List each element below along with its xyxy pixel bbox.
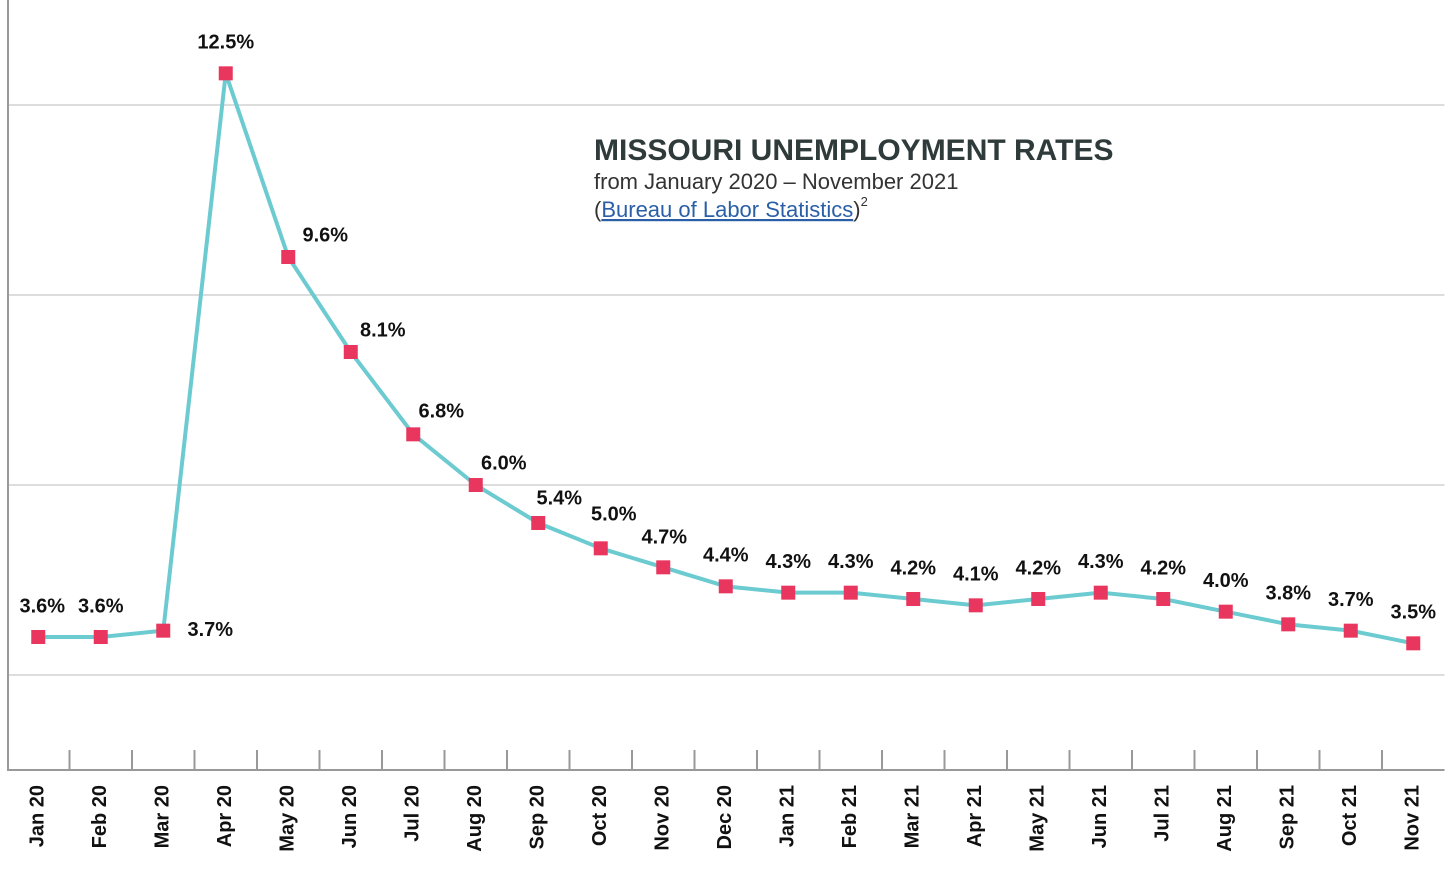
marker	[281, 250, 296, 264]
data-label: 12.5%	[197, 32, 254, 54]
data-label: 4.7%	[641, 527, 687, 549]
marker	[156, 623, 171, 638]
marker	[93, 630, 108, 644]
data-label: 4.2%	[1140, 557, 1186, 579]
x-tick-label: May 21	[1027, 785, 1049, 852]
marker	[343, 345, 358, 359]
data-label: 6.8%	[418, 401, 464, 423]
x-tick-label: Jul 20	[402, 785, 424, 842]
x-tick-label: Apr 20	[214, 785, 236, 847]
x-tick-label: Jan 20	[27, 785, 49, 847]
marker	[1281, 617, 1296, 632]
x-tick-label: Mar 20	[152, 785, 174, 848]
marker	[531, 516, 546, 530]
data-label: 9.6%	[302, 224, 348, 246]
data-label: 5.4%	[536, 487, 582, 509]
source-link[interactable]: Bureau of Labor Statistics	[601, 197, 853, 222]
data-label: 4.3%	[828, 551, 874, 573]
data-label: 4.1%	[953, 564, 999, 586]
data-label: 5.0%	[591, 504, 637, 526]
marker	[406, 427, 421, 442]
chart-subtitle: from January 2020 – November 2021	[594, 169, 958, 194]
source: (Bureau of Labor Statistics)2	[594, 194, 868, 221]
marker	[781, 585, 796, 600]
x-tick-label: Nov 21	[1402, 785, 1424, 851]
x-tick-label: Feb 21	[839, 785, 861, 848]
x-tick-label: Aug 21	[1214, 785, 1236, 852]
marker	[31, 630, 46, 644]
data-label: 6.0%	[481, 452, 527, 474]
source-open: (	[594, 197, 602, 222]
data-label: 8.1%	[360, 319, 406, 341]
source-close: )	[853, 197, 860, 222]
x-tick-label: Dec 20	[714, 785, 736, 850]
marker	[1093, 585, 1108, 600]
marker	[1156, 592, 1171, 606]
x-tick-label: May 20	[277, 785, 299, 852]
marker	[1031, 592, 1046, 606]
x-tick-label: Mar 21	[902, 785, 924, 848]
x-tick-label: Jun 20	[339, 785, 361, 848]
marker	[906, 592, 921, 606]
marker	[593, 541, 608, 556]
data-label: 4.0%	[1203, 570, 1249, 592]
x-tick-label: Jul 21	[1152, 785, 1174, 842]
data-label: 3.5%	[1390, 602, 1436, 624]
data-label: 4.2%	[890, 557, 936, 579]
marker	[1343, 623, 1358, 638]
x-tick-label: Nov 20	[652, 785, 674, 851]
marker	[718, 579, 733, 594]
x-tick-label: Jun 21	[1089, 785, 1111, 848]
data-label: 4.4%	[703, 545, 749, 567]
marker	[843, 585, 858, 600]
data-label: 4.2%	[1015, 557, 1061, 579]
marker	[218, 66, 233, 81]
marker	[1406, 636, 1421, 651]
footnote: 2	[861, 194, 868, 209]
chart-title: MISSOURI UNEMPLOYMENT RATES	[594, 134, 1113, 167]
x-tick-label: Aug 20	[464, 785, 486, 852]
data-label: 3.8%	[1265, 583, 1311, 605]
data-label: 3.6%	[19, 595, 65, 617]
data-label: 4.3%	[765, 551, 811, 573]
x-tick-label: Apr 21	[964, 785, 986, 847]
marker	[968, 598, 983, 613]
x-tick-label: Oct 21	[1339, 785, 1361, 846]
data-label: 4.3%	[1078, 551, 1124, 573]
x-tick-label: Sep 21	[1277, 785, 1299, 849]
data-label: 3.7%	[1328, 589, 1374, 611]
marker	[468, 478, 483, 492]
marker	[656, 560, 671, 575]
x-tick-label: Feb 20	[89, 785, 111, 848]
x-tick-label: Sep 20	[527, 785, 549, 849]
data-label: 3.7%	[187, 619, 233, 641]
x-tick-label: Oct 20	[589, 785, 611, 846]
data-label: 3.6%	[78, 595, 124, 617]
x-tick-label: Jan 21	[777, 785, 799, 847]
marker	[1218, 604, 1233, 619]
